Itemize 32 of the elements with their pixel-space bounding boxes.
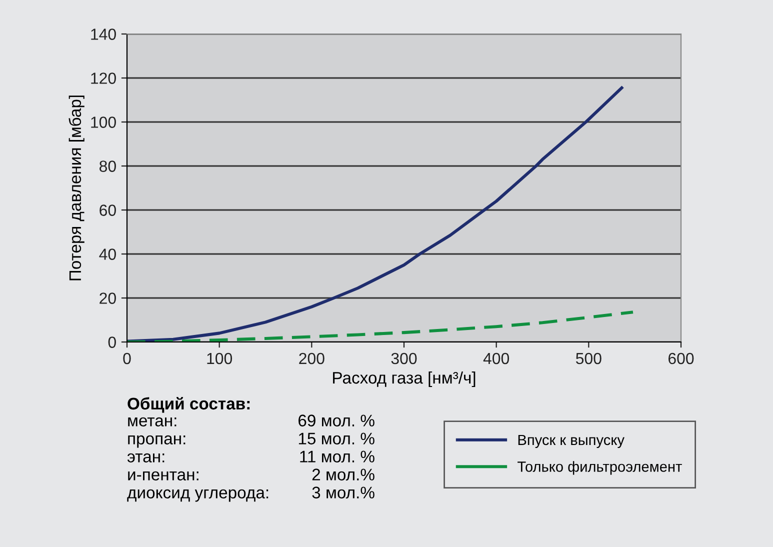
text: 2 мол.% (312, 468, 374, 480)
x-axis-title: Расход газа [нм³/ч] (333, 371, 476, 388)
y-tick-label: 40 (99, 248, 116, 260)
text: пропан: (128, 435, 186, 448)
y-tick-label: 0 (108, 336, 116, 348)
y-tick-label: 140 (91, 28, 116, 40)
x-tick-label: 0 (123, 352, 131, 364)
text: диоксид углерода: (127, 489, 268, 502)
text: и-пентан: (128, 471, 198, 480)
text: 69 мол. % (298, 414, 374, 426)
x-tick-label: 500 (576, 352, 602, 364)
y-tick-label: 100 (91, 116, 116, 128)
x-tick-label: 400 (483, 352, 510, 364)
text: 11 мол. % (300, 450, 374, 462)
y-tick-label: 60 (100, 204, 116, 216)
y-tick-label: 20 (100, 292, 116, 304)
x-tick-label: 600 (668, 352, 694, 364)
legend-label: Впуск к выпуску (518, 434, 624, 448)
text: метан: (128, 417, 176, 426)
line-series (127, 310, 635, 342)
y-tick-label: 120 (91, 72, 116, 84)
x-tick-label: 100 (207, 352, 232, 364)
text: 3 мол.% (312, 486, 374, 498)
y-tick-label: 80 (100, 160, 116, 172)
line-series (127, 85, 624, 342)
text: Общий состав: (128, 397, 250, 413)
y-axis-title: Потеря давления [мбар] (68, 96, 84, 280)
legend-label: Только фильтроэлемент (518, 461, 682, 475)
x-tick-label: 200 (299, 352, 324, 364)
text: 15 мол. % (298, 432, 374, 444)
text: этан: (127, 453, 164, 462)
x-tick-label: 300 (391, 352, 417, 364)
